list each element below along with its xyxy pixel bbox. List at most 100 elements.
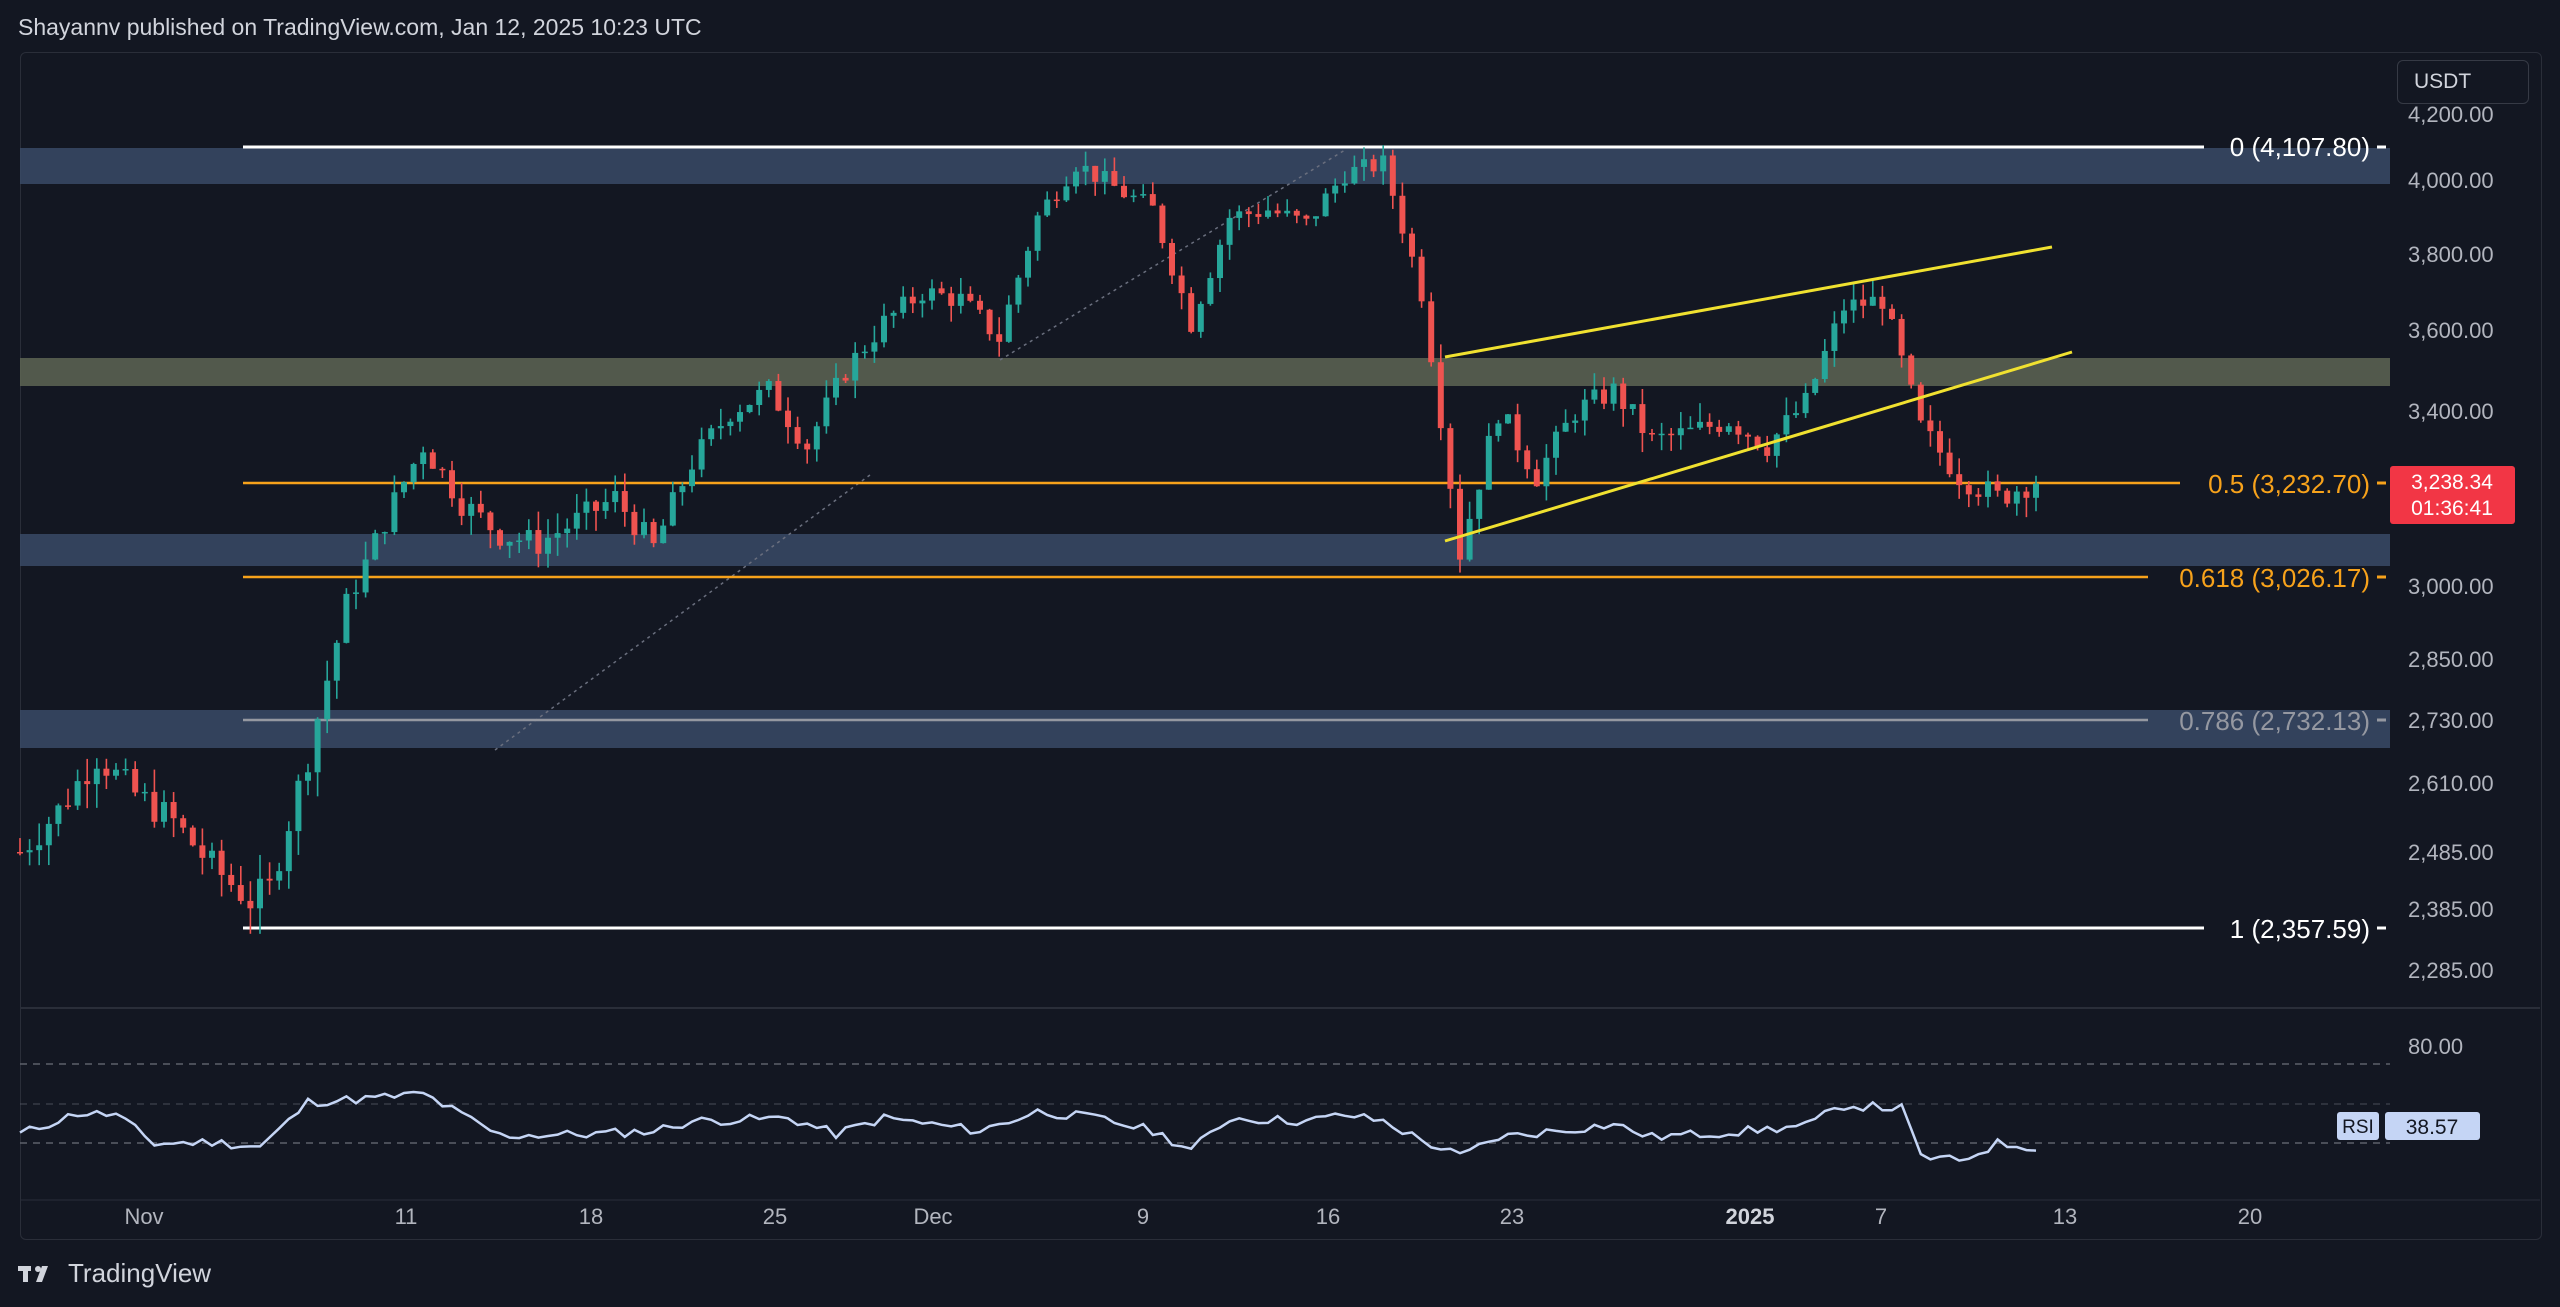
candle-body — [1409, 233, 1415, 257]
candle-body — [45, 823, 52, 846]
candle-body — [74, 781, 81, 806]
candle-body — [516, 540, 523, 542]
candle-body — [554, 533, 561, 538]
rsi-line — [19, 1090, 2037, 1162]
candle-body — [36, 845, 43, 851]
x-tick: 20 — [2238, 1204, 2262, 1229]
candle-body — [1457, 488, 1463, 560]
candle-body — [324, 680, 331, 720]
dotted-line-2 — [494, 474, 871, 751]
candle-body — [506, 541, 513, 546]
candle-body — [977, 300, 983, 310]
candle-body — [1793, 413, 1799, 416]
time-axis: Nov 11 18 25 Dec 9 16 23 2025 7 13 20 — [124, 1204, 2262, 1229]
dotted-line-1 — [999, 149, 1346, 361]
candle-body — [1505, 414, 1511, 424]
y-tick: 3,400.00 — [2408, 399, 2494, 424]
candle-body — [1313, 216, 1319, 219]
candle-body — [1658, 433, 1665, 436]
x-tick: 25 — [763, 1204, 787, 1229]
candle-body — [1025, 250, 1031, 278]
candle-body — [1946, 452, 1953, 475]
currency-selector[interactable]: USDT — [2397, 60, 2529, 104]
candle-body — [1773, 434, 1780, 456]
candle-body — [2033, 483, 2039, 498]
candle-body — [1169, 243, 1175, 276]
zone-2700 — [20, 710, 2390, 748]
candle-body — [228, 874, 235, 886]
candle-body — [679, 486, 686, 493]
candle-body — [1485, 435, 1492, 490]
candle-body — [583, 501, 590, 513]
candle-body — [948, 293, 955, 306]
zone-4000 — [20, 148, 2390, 184]
candle-body — [1073, 171, 1079, 187]
candle-body — [1706, 421, 1713, 427]
candle-body — [1217, 244, 1223, 279]
last-price-countdown: 01:36:41 — [2411, 497, 2493, 520]
candle-body — [1514, 414, 1521, 451]
candle-body — [1697, 421, 1703, 428]
rsi-label: RSI — [2342, 1117, 2374, 1138]
x-tick: Nov — [124, 1204, 163, 1229]
candle-body — [602, 502, 609, 511]
candle-body — [1255, 214, 1262, 217]
y-tick: 4,000.00 — [2408, 168, 2494, 193]
candle-body — [1994, 481, 2001, 491]
candle-body — [957, 293, 964, 306]
candle-body — [1178, 275, 1185, 294]
candle-body — [113, 769, 119, 776]
candle-body — [1245, 211, 1252, 215]
candle-body — [1293, 210, 1300, 216]
candle-body — [497, 530, 503, 546]
y-tick: 4,200.00 — [2408, 102, 2494, 127]
candle-body — [1553, 431, 1559, 458]
candle-body — [391, 492, 398, 533]
candle-body — [487, 512, 494, 531]
candle-body — [1437, 362, 1444, 429]
candle-body — [1428, 301, 1435, 363]
rsi-pane: 80.00 RSI 38.57 — [19, 1034, 2480, 1162]
candle-body — [1975, 494, 1982, 497]
candle-body — [180, 818, 187, 828]
candle-body — [929, 288, 935, 301]
candle-body — [17, 852, 23, 854]
x-tick: 9 — [1137, 1204, 1149, 1229]
footer-brand[interactable]: TradingView — [68, 1258, 212, 1288]
candle-body — [919, 300, 926, 304]
candle-body — [381, 532, 388, 534]
candle-body — [1850, 299, 1857, 311]
fib-labels: 0 (4,107.80) 0.5 (3,232.70) 0.618 (3,026… — [2179, 132, 2386, 944]
candle-body — [84, 781, 91, 785]
y-tick: 2,285.00 — [2408, 958, 2494, 983]
candle-body — [1889, 308, 1895, 319]
candle-body — [218, 850, 225, 875]
candle-body — [1725, 426, 1732, 432]
x-tick: 11 — [395, 1204, 418, 1229]
candle-body — [1495, 423, 1502, 436]
candle-body — [1543, 457, 1550, 487]
candle-body — [468, 503, 475, 516]
candle-body — [621, 491, 628, 512]
candle-body — [1341, 183, 1348, 186]
y-tick: 2,485.00 — [2408, 840, 2494, 865]
candle-body — [2004, 490, 2011, 504]
candle-body — [698, 439, 705, 470]
candle-body — [2013, 491, 2020, 504]
footer: TradingView — [18, 1258, 211, 1289]
candle-body — [986, 309, 993, 335]
candles — [17, 145, 2039, 934]
wedge-upper-line — [1444, 245, 2053, 359]
candle-body — [909, 296, 916, 304]
candle-body — [813, 426, 820, 450]
candle-body — [1677, 428, 1684, 436]
chart-panel[interactable] — [20, 52, 2542, 1240]
tradingview-logo-icon — [18, 1265, 48, 1282]
candle-body — [26, 850, 33, 853]
candle-body — [1370, 159, 1377, 172]
fib-0-label: 0 (4,107.80) — [2230, 132, 2370, 162]
candle-body — [967, 293, 974, 301]
candle-body — [132, 769, 139, 793]
